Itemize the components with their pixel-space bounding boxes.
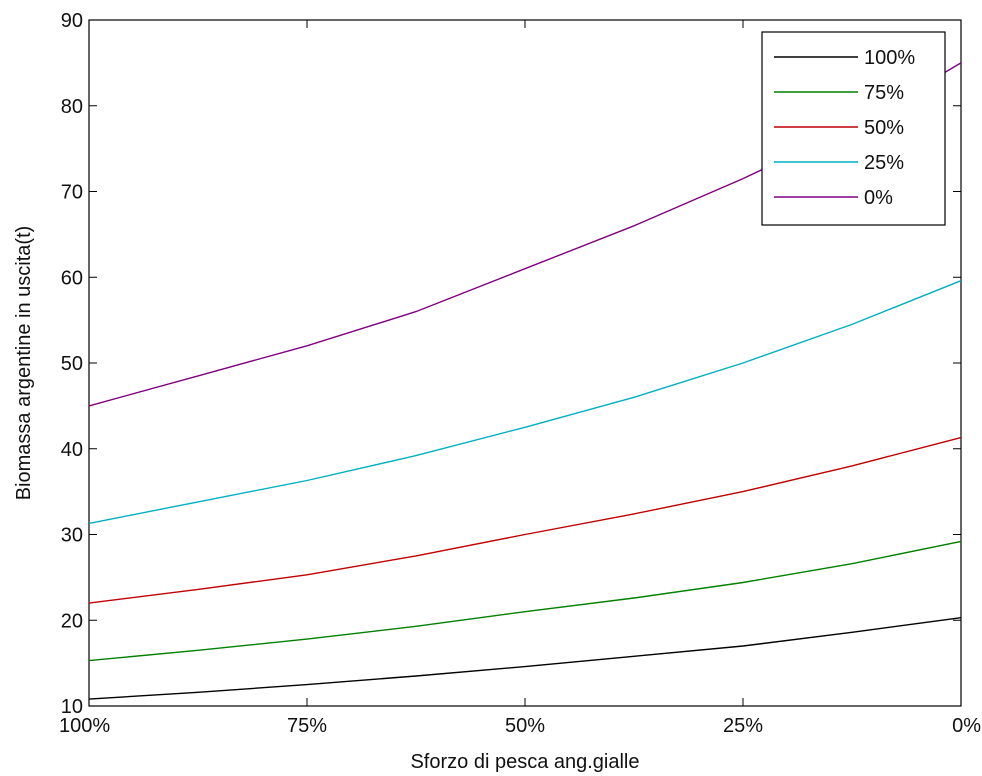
legend-label: 50% bbox=[864, 117, 904, 139]
series-line-50pct bbox=[88, 436, 962, 604]
y-tick-label: 90 bbox=[61, 10, 83, 32]
legend-box bbox=[761, 31, 946, 226]
y-tick-label: 20 bbox=[61, 610, 83, 632]
legend-label: 25% bbox=[864, 152, 904, 174]
series-line-100pct bbox=[88, 617, 962, 700]
legend-label: 75% bbox=[864, 82, 904, 104]
x-tick-label: 25% bbox=[723, 715, 763, 737]
x-axis-label: Sforzo di pesca ang.gialle bbox=[410, 751, 639, 773]
y-tick-label: 10 bbox=[61, 696, 83, 718]
legend-label: 0% bbox=[864, 187, 893, 209]
x-tick-label: 50% bbox=[505, 715, 545, 737]
x-tick-label: 75% bbox=[287, 715, 327, 737]
y-tick-label: 80 bbox=[61, 96, 83, 118]
series-line-25pct bbox=[88, 280, 962, 525]
y-tick-label: 50 bbox=[61, 353, 83, 375]
series-line-75pct bbox=[88, 540, 962, 662]
y-tick-label: 60 bbox=[61, 267, 83, 289]
y-tick-label: 30 bbox=[61, 525, 83, 547]
x-tick-label: 100% bbox=[59, 715, 110, 737]
x-tick-label: 0% bbox=[952, 715, 981, 737]
ticks-layer: 10 20 30 40 50 60 70 80 90 100% 75% 50% 25% 0% bbox=[59, 10, 981, 737]
y-tick-label: 40 bbox=[61, 439, 83, 461]
legend-label: 100% bbox=[864, 47, 915, 69]
y-tick-label: 70 bbox=[61, 182, 83, 204]
legend: 100% 75% 50% 25% 0% bbox=[761, 31, 946, 226]
y-axis-label: Biomassa argentine in uscita(t) bbox=[13, 226, 35, 501]
